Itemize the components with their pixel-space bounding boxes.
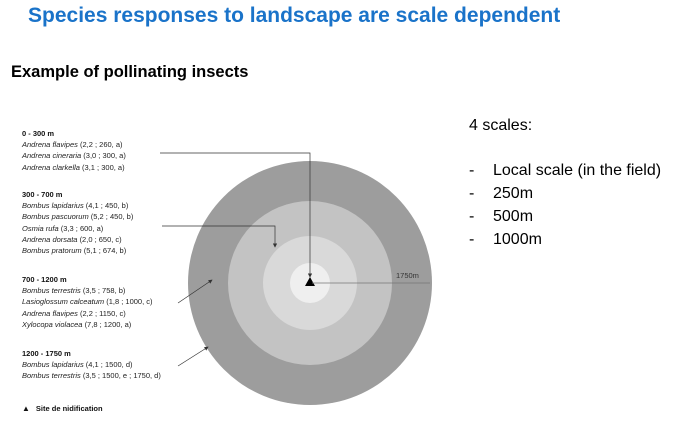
connector-700-1200m <box>177 279 213 304</box>
connector-1200-1750m <box>177 346 209 367</box>
connector-0-300m <box>160 152 313 278</box>
nest-site-legend: ▲ Site de nidification <box>22 404 103 413</box>
list-item: - Local scale (in the field) <box>469 159 661 182</box>
species-item: Bombus lapidarius (4,1 ; 450, b) <box>22 200 222 211</box>
species-item: Bombus lapidarius (4,1 ; 1500, d) <box>22 359 222 370</box>
group-range-label: 700 - 1200 m <box>22 275 67 284</box>
species-name: Bombus terrestris <box>22 286 81 295</box>
species-name: Xylocopa violacea <box>22 319 83 329</box>
species-details: (4,1 ; 450, b) <box>85 201 129 210</box>
species-item: Lasioglossum calceatum (1,8 ; 1000, c) <box>22 296 222 307</box>
species-details: (3,0 ; 300, a) <box>83 151 126 161</box>
legend-group-700-1200: 700 - 1200 m Bombus terrestris (3,5 ; 75… <box>22 275 222 330</box>
species-item: Osmia rufa (3,3 ; 600, a) <box>22 223 222 234</box>
connector-300-700m <box>162 225 278 248</box>
species-details: (2,0 ; 650, c) <box>79 234 122 244</box>
species-name: Andrena flavipes <box>22 140 78 149</box>
dash-bullet: - <box>469 185 475 202</box>
species-item: Xylocopa violacea (7,8 ; 1200, a) <box>22 319 222 330</box>
species-details: (3,3 ; 600, a) <box>60 223 104 233</box>
radius-label: 1750m <box>396 271 419 280</box>
scale-list: - Local scale (in the field) -250m -500m … <box>469 159 661 251</box>
list-item: - 500m <box>469 205 661 228</box>
species-name: Lasioglossum calceatum <box>22 297 105 307</box>
species-details: (7,8 ; 1200, a) <box>84 319 132 329</box>
legend-group-1200-1750: 1200 - 1750 m Bombus lapidarius (4,1 ; 1… <box>22 349 222 382</box>
list-item: - 1000m <box>469 228 661 251</box>
scale-label: Local scale (in the field) <box>493 162 662 179</box>
legend-group-300-700: 300 - 700 m Bombus lapidarius (4,1 ; 450… <box>22 190 222 256</box>
species-item: Andrena dorsata (2,0 ; 650, c) <box>22 234 222 245</box>
nest-site-label: Site de nidification <box>35 404 103 413</box>
species-item: Bombus pratorum (5,1 ; 674, b) <box>22 245 222 256</box>
species-name: Bombus pascuorum <box>22 212 89 222</box>
species-name: Andrena cineraria <box>22 151 82 161</box>
scale-label: 1000m <box>493 231 542 248</box>
species-details: (2,2 ; 1150, c) <box>79 308 126 318</box>
scales-panel: 4 scales: - Local scale (in the field) - 2… <box>469 116 661 248</box>
species-details: (2,2 ; 260, a) <box>79 140 123 149</box>
slide-subtitle: Example of pollinating insects <box>11 63 249 81</box>
species-details: (3,5 ; 1500, e ; 1750, d) <box>82 371 161 381</box>
group-range-label: 1200 - 1750 m <box>22 349 71 358</box>
dash-bullet: - <box>469 162 475 179</box>
dash-bullet: - <box>469 208 475 225</box>
species-item: Bombus terrestris (3,5 ; 1500, e ; 1750,… <box>22 370 222 381</box>
species-item: Bombus pascuorum (5,2 ; 450, b) <box>22 211 222 222</box>
species-name: Osmia rufa <box>22 223 59 233</box>
species-name: Andrena clarkella <box>22 162 80 172</box>
species-item: Andrena cineraria (3,0 ; 300, a) <box>22 150 222 161</box>
species-name: Bombus pratorum <box>22 246 82 256</box>
species-name: Bombus lapidarius <box>22 360 84 369</box>
species-item: Andrena flavipes (2,2 ; 260, a) <box>22 139 222 150</box>
species-name: Bombus terrestris <box>22 371 81 381</box>
species-details: (4,1 ; 1500, d) <box>85 360 133 369</box>
species-details: (3,5 ; 758, b) <box>82 286 126 295</box>
triangle-icon <box>305 277 315 286</box>
species-details: (3,1 ; 300, a) <box>82 162 125 172</box>
species-details: (1,8 ; 1000, c) <box>106 297 153 307</box>
legend-group-0-300: 0 - 300 m Andrena flavipes (2,2 ; 260, a… <box>22 129 222 173</box>
scales-heading: 4 scales: <box>469 117 533 134</box>
group-range-label: 300 - 700 m <box>22 190 63 199</box>
species-name: Bombus lapidarius <box>22 201 84 210</box>
scale-label: 250m <box>493 185 534 202</box>
species-item: Andrena clarkella (3,1 ; 300, a) <box>22 162 222 173</box>
scale-label: 500m <box>493 208 534 225</box>
species-item: Bombus terrestris (3,5 ; 758, b) <box>22 285 222 296</box>
species-details: (5,2 ; 450, b) <box>90 212 134 222</box>
slide-title: Species responses to landscape are scale… <box>28 4 561 27</box>
species-details: (5,1 ; 674, b) <box>83 246 127 256</box>
dash-bullet: - <box>469 231 475 248</box>
species-name: Andrena flavipes <box>22 308 78 318</box>
list-item: - 250m <box>469 182 661 205</box>
group-range-label: 0 - 300 m <box>22 129 55 138</box>
triangle-icon: ▲ <box>22 404 30 413</box>
species-name: Andrena dorsata <box>22 234 78 244</box>
species-item: Andrena flavipes (2,2 ; 1150, c) <box>22 308 222 319</box>
